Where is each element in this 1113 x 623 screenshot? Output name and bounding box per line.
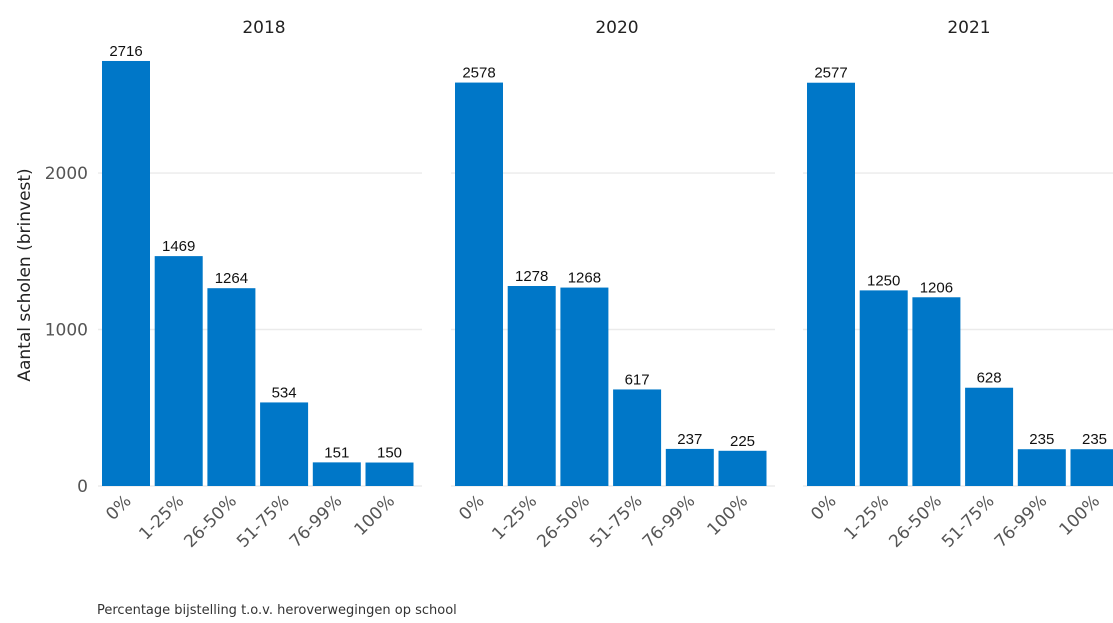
x-tick-label: 100% (704, 491, 753, 540)
bar-value-label: 1469 (162, 238, 195, 255)
panel-2020: 2020 2578 0% 1278 1-25% 1268 26-50% 617 51-75% 23… (451, 18, 775, 552)
bar-value-label: 1250 (867, 272, 900, 289)
x-tick-label: 26-50% (180, 491, 241, 552)
x-tick-label: 100% (1056, 491, 1105, 540)
x-tick-label: 1-25% (135, 491, 188, 544)
bar-value-label: 1264 (215, 270, 248, 287)
x-tick-label: 76-99% (286, 491, 347, 552)
plot-area: 0 1000 2000 2018 2716 0% 1469 1-25% 1264 26-50% 53… (45, 18, 1113, 552)
x-tick-label: 51-75% (233, 491, 294, 552)
bar (260, 402, 309, 486)
bar (613, 389, 662, 486)
bar-value-label: 2577 (814, 65, 847, 82)
bar (365, 462, 414, 486)
bar (507, 286, 556, 486)
bar-value-label: 2578 (462, 65, 495, 82)
bar (207, 288, 256, 486)
bar (560, 287, 609, 486)
bar-value-label: 617 (625, 371, 650, 388)
bar-value-label: 1278 (515, 268, 548, 285)
bar-value-label: 150 (377, 445, 402, 462)
panel-title: 2018 (242, 18, 285, 38)
panel-2018: 2018 2716 0% 1469 1-25% 1264 26-50% 534 51-75% 15… (98, 18, 422, 552)
panel-title: 2020 (595, 18, 638, 38)
x-tick-label: 26-50% (885, 491, 946, 552)
x-tick-label: 51-75% (938, 491, 999, 552)
panel-title: 2021 (947, 18, 990, 38)
bar (1070, 449, 1113, 486)
bar (154, 256, 203, 486)
bar-value-label: 151 (324, 444, 349, 461)
bar (665, 448, 714, 486)
panel-2021: 2021 2577 0% 1250 1-25% 1206 26-50% 628 51-75% 23… (803, 18, 1113, 552)
bar (965, 387, 1014, 486)
bar (1017, 449, 1066, 486)
bar-value-label: 235 (1082, 431, 1107, 448)
bar-value-label: 2716 (109, 43, 142, 60)
bar (312, 462, 361, 486)
bar (718, 450, 767, 486)
bar (455, 82, 503, 486)
x-tick-label: 1-25% (840, 491, 893, 544)
x-tick-label: 0% (807, 491, 840, 524)
y-tick-label: 1000 (45, 321, 88, 341)
x-axis-caption: Percentage bijstelling t.o.v. heroverweg… (97, 603, 457, 618)
bar-value-label: 628 (977, 370, 1002, 387)
x-tick-label: 1-25% (488, 491, 541, 544)
y-tick-label: 0 (77, 477, 88, 497)
y-tick-label: 2000 (45, 164, 88, 184)
bar-value-label: 237 (677, 431, 702, 448)
x-tick-label: 0% (455, 491, 488, 524)
bar (807, 82, 855, 486)
y-axis-label: Aantal scholen (brinvest) (15, 168, 35, 381)
bar-value-label: 235 (1029, 431, 1054, 448)
bar-value-label: 534 (272, 384, 297, 401)
bar (912, 297, 961, 486)
bar-value-label: 1268 (568, 270, 601, 287)
x-tick-label: 76-99% (639, 491, 700, 552)
x-tick-label: 26-50% (533, 491, 594, 552)
x-tick-label: 76-99% (991, 491, 1052, 552)
bar (102, 60, 150, 487)
x-tick-label: 51-75% (586, 491, 647, 552)
bar (859, 290, 908, 486)
bar-value-label: 1206 (920, 279, 953, 296)
x-tick-label: 100% (351, 491, 400, 540)
bar-value-label: 225 (730, 433, 755, 450)
x-tick-label: 0% (102, 491, 135, 524)
